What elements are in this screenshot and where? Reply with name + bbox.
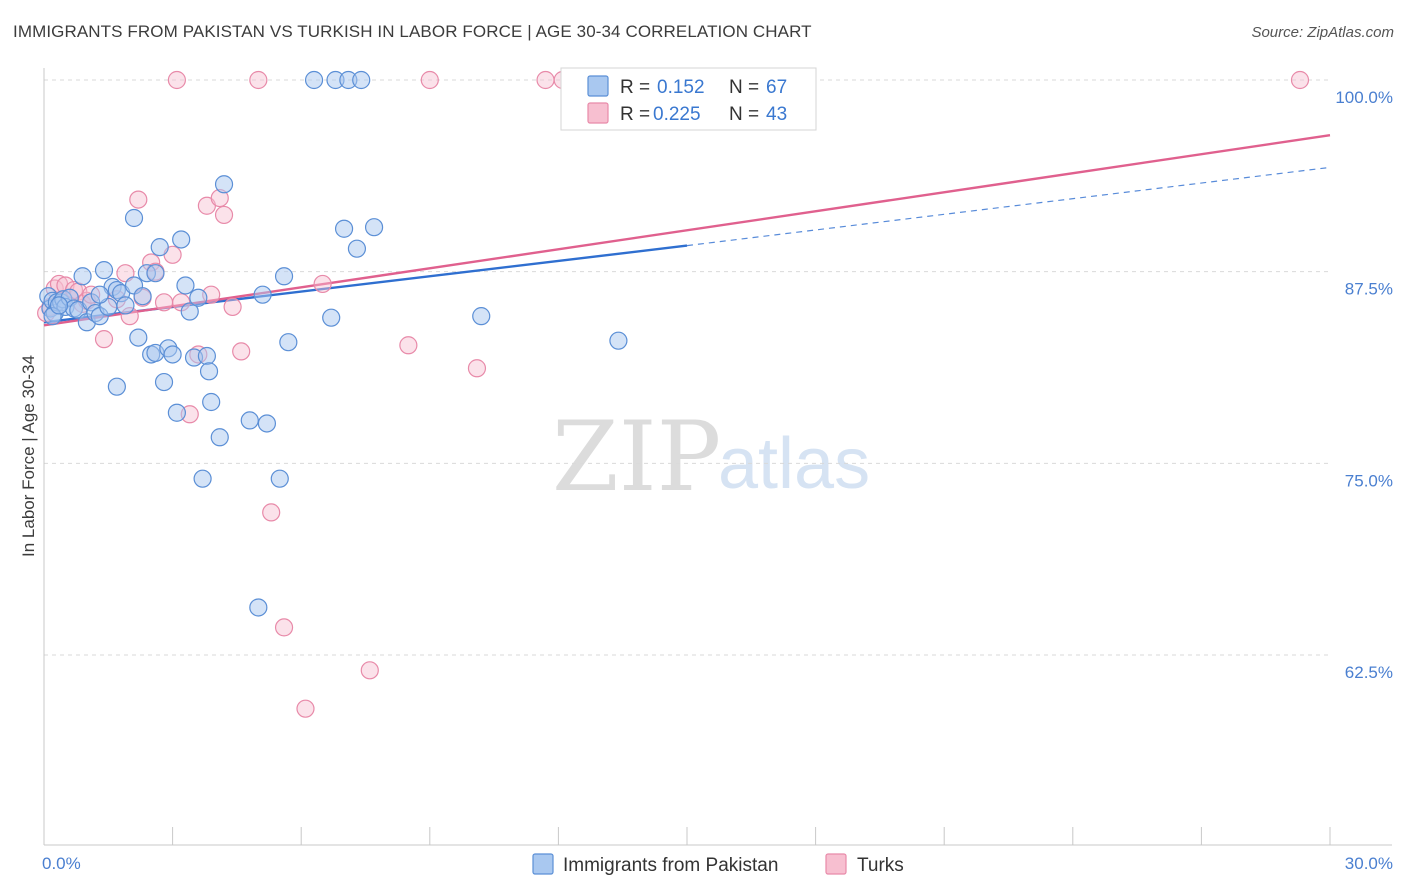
point-turks-15 [129,190,148,209]
point-pakistan-51 [304,70,324,90]
point-turks-31 [274,618,294,637]
legend-label-pakistan: Immigrants from Pakistan [563,855,778,876]
point-pakistan-34 [176,276,195,295]
x-tick-labels: 0.0% 30.0% [42,854,1393,873]
trendline-turks [43,134,1331,327]
point-pakistan-11 [73,267,92,286]
point-pakistan-33 [172,230,191,249]
trendline-pakistan-extrapolated [686,166,1331,247]
point-pakistan-47 [257,414,277,433]
point-turks-41 [167,70,186,90]
point-pakistan-43 [214,175,234,194]
point-turks-28 [223,297,242,317]
grid-layer [44,79,1332,656]
point-turks-11 [94,330,114,349]
point-pakistan-16 [94,261,114,280]
point-turks-36 [420,70,439,90]
point-pakistan-39 [197,346,216,366]
point-pakistan-32 [167,403,186,422]
stats-r-value-turks: 0.225 [653,104,701,125]
point-pakistan-35 [180,302,199,321]
point-turks-33 [313,274,332,294]
legend-label-turks: Turks [857,855,904,876]
y-axis-label: In Labor Force | Age 30-34 [19,355,38,557]
stats-r-value-pakistan: 0.152 [657,77,705,98]
x-tick-label-1: 30.0% [1345,854,1393,873]
point-pakistan-60 [609,331,628,350]
stats-n-value-pakistan: 67 [766,77,787,98]
point-pakistan-62 [107,377,126,396]
point-pakistan-53 [322,308,341,327]
point-pakistan-65 [49,296,69,315]
watermark-atlas: atlas [718,424,870,504]
point-pakistan-46 [253,285,272,304]
point-turks-40 [1290,70,1310,90]
point-pakistan-38 [193,469,212,488]
stats-n-label-pakistan: N = [729,77,759,98]
stats-r-label-turks: R = [620,104,650,125]
legend-swatch-turks [825,853,847,875]
y-tick-label-0: 100.0% [1335,88,1393,107]
point-pakistan-21 [116,296,135,315]
point-turks-35 [399,336,418,355]
point-pakistan-48 [270,469,289,488]
point-pakistan-56 [347,239,367,258]
point-pakistan-37 [189,288,208,307]
point-turks-29 [232,342,251,361]
point-pakistan-28 [150,238,169,257]
point-pakistan-40 [199,362,219,381]
point-pakistan-24 [133,287,152,306]
point-pakistan-61 [124,208,144,228]
point-pakistan-58 [364,218,384,237]
point-pakistan-44 [240,411,259,430]
point-pakistan-23 [129,328,148,347]
stats-legend: R = 0.152 N = 67 R = 0.225 N = 43 [560,67,817,131]
point-pakistan-45 [249,598,268,617]
source-credit: Source: ZipAtlas.com [1251,24,1394,41]
y-tick-label-2: 75.0% [1345,471,1393,490]
point-pakistan-31 [163,345,182,364]
point-turks-38 [536,70,555,90]
stats-n-value-turks: 43 [766,104,787,125]
point-pakistan-42 [210,428,229,447]
series-legend: Immigrants from Pakistan Turks [532,853,904,876]
point-turks-27 [214,205,234,225]
point-pakistan-57 [352,70,371,90]
stats-r-label-pakistan: R = [620,77,650,98]
y-tick-label-3: 62.5% [1345,663,1393,682]
x-tick-label-0: 0.0% [42,854,81,873]
watermark-zip: ZIP [552,401,721,513]
point-pakistan-49 [274,267,294,286]
stats-n-label-turks: N = [729,104,759,125]
point-pakistan-50 [279,333,298,352]
stats-legend-swatch-turks [587,102,609,124]
point-pakistan-66 [146,264,165,283]
y-tick-labels: 100.0% 87.5% 75.0% 62.5% [1335,88,1393,682]
point-pakistan-54 [334,219,354,238]
point-turks-34 [360,661,379,680]
trend-layer [43,134,1331,327]
point-turks-19 [154,293,174,312]
point-turks-13 [116,264,135,283]
points-layer [37,70,1310,718]
point-turks-30 [262,503,281,522]
point-pakistan-63 [90,285,109,304]
point-pakistan-29 [154,372,174,392]
point-turks-32 [296,699,315,718]
chart-title: IMMIGRANTS FROM PAKISTAN VS TURKISH IN L… [13,22,812,41]
axis-layer [43,68,1392,846]
legend-swatch-pakistan [532,853,554,875]
point-turks-37 [467,359,487,378]
point-pakistan-41 [202,392,221,412]
stats-legend-swatch-pakistan [587,75,609,97]
point-pakistan-59 [472,307,491,326]
y-tick-label-1: 87.5% [1345,280,1393,299]
point-turks-42 [249,70,268,90]
